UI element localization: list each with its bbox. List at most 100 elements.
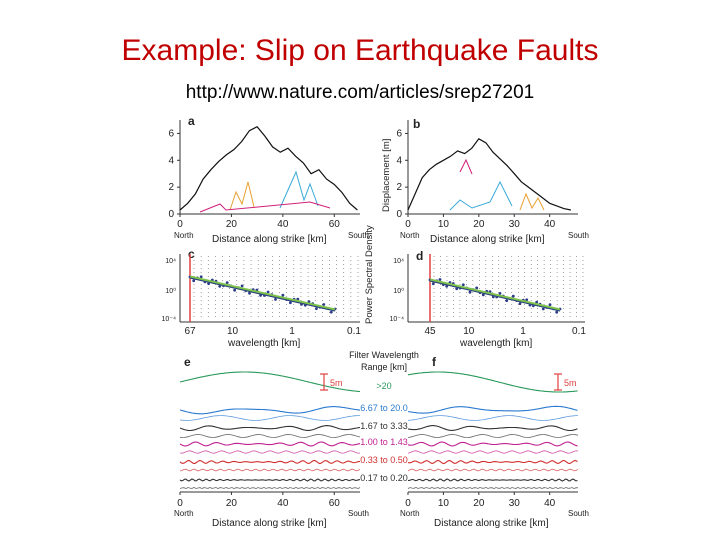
panel-d-spectrum-point (548, 303, 552, 307)
panel-d-x-tick-label: 10 (463, 326, 475, 337)
panel-d-y-tick-label: 10⁴ (393, 258, 404, 265)
panel-b-ylabel: Displacement [m] (381, 139, 392, 212)
panel-e-band-trace-3 (179, 450, 361, 454)
panel-e-band-trace-5 (179, 486, 361, 490)
panel-f-band-5 (407, 478, 578, 482)
panel-f-band-0 (407, 371, 578, 393)
panel-f-x-tick-label: 20 (473, 498, 485, 509)
panel-d-letter: d (416, 249, 423, 263)
panel-f-xlabel: Distance along strike [km] (434, 518, 549, 529)
panel-f-x-tick-label: 30 (509, 498, 521, 509)
panel-e-band-trace-4 (179, 468, 361, 472)
filter-band-label: 0.17 to 0.20 (360, 473, 408, 483)
panel-b-total-slip-line (407, 138, 572, 211)
panel-d-spectrum-point (525, 298, 529, 302)
panel-f-scale-label: 5m (564, 378, 577, 388)
panel-a-letter: a (188, 114, 195, 128)
panel-a-y-tick-label: 4 (168, 155, 174, 166)
panel-d-x-tick-label: 1 (520, 326, 526, 337)
panel-b-orange-component (519, 192, 545, 211)
panel-f-x-tick-label: 40 (544, 498, 556, 509)
panel-c-spectrum-point (266, 290, 270, 294)
panel-e-band-5 (179, 478, 361, 482)
panel-d-spectrum-point (431, 282, 435, 286)
panel-a: a 0 2 4 6 0 20 40 60 North South Distance alon… (168, 114, 368, 245)
panel-d-spectrum-point (468, 290, 472, 294)
panel-e-north: North (174, 509, 194, 518)
panel-c: c 10⁴ 10⁰ 10⁻⁴ 67 10 1 0.1 wavelength [km] (162, 247, 362, 349)
panel-f-band-2 (407, 425, 578, 432)
panel-a-y-tick-label: 2 (168, 182, 174, 193)
filter-band-label: >20 (376, 381, 391, 391)
panel-c-letter: c (188, 247, 195, 261)
panel-d-spectrum-point (518, 302, 522, 305)
filter-legend-title-1: Filter Wavelength (349, 350, 419, 360)
panel-e-xlabel: Distance along strike [km] (212, 518, 327, 529)
panel-b-x-tick-label: 30 (509, 219, 521, 230)
panel-c-spectrum-point (322, 303, 326, 306)
filter-legend-title-2: Range [km] (361, 362, 407, 372)
panel-a-x-tick-label: 60 (329, 219, 341, 230)
panel-e-x-tick-label: 20 (226, 498, 238, 509)
panel-d-spectrum-point (475, 286, 479, 290)
panel-c-y-tick-label: 10⁴ (165, 258, 176, 265)
panel-b-south: South (568, 231, 589, 240)
panel-c-spectrum-point (218, 284, 222, 288)
panel-d-y-tick-label: 10⁻⁴ (390, 316, 405, 323)
panel-b-x-tick-label: 10 (438, 219, 450, 230)
panel-c-x-tick-label: 0.1 (347, 326, 361, 337)
panel-c-spectrum-point (281, 293, 285, 297)
panel-f-band-trace-3 (407, 450, 579, 454)
panel-c-spectrum-point (289, 301, 292, 305)
panel-c-spectrum-point (233, 288, 236, 292)
article-url: http://www.nature.com/articles/srep27201 (185, 82, 535, 103)
panel-f-band-1 (407, 405, 578, 414)
panel-b-x-tick-label: 0 (405, 219, 411, 230)
panel-b-letter: b (413, 117, 420, 131)
panel-a-x-tick-label: 40 (277, 219, 289, 230)
panel-d-x-tick-label: 0.1 (572, 326, 586, 337)
panel-a-xlabel: Distance along strike [km] (212, 234, 327, 245)
panel-d-spectrum-point (505, 299, 509, 302)
panel-c-xlabel: wavelength [km] (227, 338, 300, 349)
panel-e-letter: e (184, 355, 191, 369)
panel-c-spectrum-point (307, 300, 311, 303)
panel-c-blue-fit (189, 277, 336, 312)
panel-f-band-3 (407, 441, 578, 447)
panel-b-magenta-component (459, 158, 473, 175)
panel-d-spectrum-point (455, 287, 459, 291)
filter-band-label: 6.67 to 20.0 (360, 403, 408, 413)
panel-e-x-tick-label: 0 (177, 498, 183, 509)
panel-b-y-tick-label: 6 (396, 128, 402, 139)
panel-f-south: South (568, 509, 589, 518)
panel-e-band-2 (179, 425, 361, 432)
panel-c-y-tick-label: 10⁻⁴ (162, 316, 177, 323)
panel-d-x-tick-label: 45 (424, 326, 436, 337)
panel-c-x-tick-label: 1 (289, 326, 295, 337)
panel-d-ylabel: Power Spectral Density (364, 225, 375, 324)
panel-e-band-0 (179, 371, 361, 393)
panel-c-spectrum-point (192, 279, 196, 283)
panel-a-y-tick-label: 0 (168, 209, 174, 220)
panel-a-north: North (174, 231, 194, 240)
panel-c-x-tick-label: 10 (227, 326, 239, 337)
panel-c-spectrum-point (248, 291, 251, 295)
panel-e-band-1 (179, 406, 361, 415)
panel-f-letter: f (432, 355, 437, 369)
panel-b-xlabel: Distance along strike [km] (430, 234, 545, 245)
panel-f-x-tick-label: 10 (438, 498, 450, 509)
panel-d-blue-fit (429, 280, 561, 312)
panel-c-green-fit (189, 275, 336, 312)
panel-e-x-tick-label: 40 (277, 498, 289, 509)
panel-d-spectrum-point (511, 294, 515, 298)
panel-c-x-tick-label: 67 (184, 326, 196, 337)
panel-f-band-trace-1 (407, 415, 578, 421)
panel-a-y-tick-label: 6 (168, 128, 174, 139)
panel-d-spectrum-point (535, 300, 539, 304)
panel-e-band-trace-2 (179, 434, 361, 438)
panel-d-spectrum-point (481, 293, 485, 297)
panel-f-band-trace-2 (407, 434, 579, 438)
panel-c-spectrum-point (296, 297, 300, 301)
